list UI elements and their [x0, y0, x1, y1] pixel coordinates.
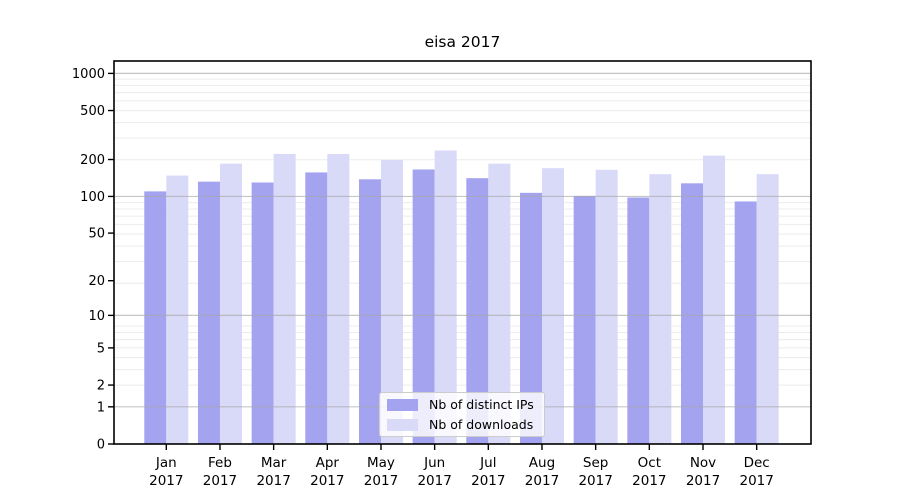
legend-swatch-distinct-ips	[387, 398, 418, 411]
bar-downloads-sep	[595, 169, 618, 444]
y-tick-label: 200	[80, 153, 105, 168]
bar-downloads-jun	[434, 150, 457, 444]
legend-item-downloads: Nb of downloads	[387, 416, 544, 433]
x-tick-label-month: Jun	[423, 455, 445, 471]
bar-distinct-ips-apr	[305, 172, 328, 444]
x-tick-label-year: 2017	[149, 473, 183, 489]
y-tick-label: 10	[88, 309, 105, 324]
x-tick-label-month: Apr	[316, 455, 340, 471]
y-tick-label: 1	[97, 400, 105, 415]
bar-downloads-feb	[219, 163, 242, 444]
bar-distinct-ips-jul	[466, 178, 489, 444]
x-tick-label-year: 2017	[632, 473, 666, 489]
legend-label-distinct-ips: Nb of distinct IPs	[429, 397, 534, 412]
x-tick-label-year: 2017	[310, 473, 344, 489]
bar-downloads-aug	[541, 168, 564, 444]
x-tick-label-year: 2017	[578, 473, 612, 489]
x-tick-label-year: 2017	[525, 473, 559, 489]
x-tick-label-month: May	[367, 455, 395, 471]
x-tick-label-month: Oct	[638, 455, 661, 471]
x-tick-label-month: Jul	[479, 455, 496, 471]
x-tick-label-month: Aug	[529, 455, 555, 471]
x-tick-label-month: Dec	[744, 455, 770, 471]
bar-downloads-oct	[649, 174, 672, 444]
y-tick-label: 2	[97, 379, 105, 394]
x-tick-label-month: Nov	[690, 455, 716, 471]
x-tick-label-month: Feb	[208, 455, 232, 471]
x-tick-label-year: 2017	[471, 473, 505, 489]
y-tick-label: 0	[97, 438, 105, 453]
x-tick-label-year: 2017	[417, 473, 451, 489]
x-tick-label-year: 2017	[739, 473, 773, 489]
legend-label-downloads: Nb of downloads	[429, 417, 534, 432]
bar-downloads-may	[380, 160, 403, 445]
y-tick-label: 500	[80, 104, 105, 119]
y-tick-label: 5	[97, 341, 105, 356]
x-tick-label-month: Mar	[261, 455, 287, 471]
y-tick-label: 100	[80, 190, 105, 205]
legend-item-distinct-ips: Nb of distinct IPs	[387, 396, 544, 413]
bar-downloads-apr	[327, 153, 350, 444]
x-tick-label-year: 2017	[686, 473, 720, 489]
x-tick-label-month: Jan	[155, 455, 177, 471]
bar-distinct-ips-sep	[573, 195, 596, 444]
bar-distinct-ips-may	[358, 179, 381, 444]
x-tick-label-year: 2017	[364, 473, 398, 489]
bar-distinct-ips-aug	[519, 192, 542, 444]
x-tick-label-year: 2017	[256, 473, 290, 489]
bar-downloads-jan	[166, 175, 189, 445]
bar-distinct-ips-oct	[627, 197, 650, 444]
x-tick-label-month: Sep	[583, 455, 608, 471]
y-tick-label: 20	[88, 274, 105, 289]
bar-distinct-ips-dec	[734, 201, 757, 444]
bar-downloads-nov	[703, 155, 725, 444]
bar-downloads-mar	[273, 153, 296, 444]
bar-distinct-ips-jun	[412, 169, 435, 444]
bar-distinct-ips-jan	[144, 191, 167, 444]
bar-downloads-jul	[488, 163, 511, 444]
bar-distinct-ips-feb	[197, 181, 220, 444]
bar-distinct-ips-mar	[251, 182, 274, 444]
legend: Nb of distinct IPs Nb of downloads	[379, 392, 545, 437]
plot-frame	[113, 60, 812, 445]
y-tick-label: 50	[88, 227, 105, 242]
y-tick-label: 1000	[72, 67, 105, 82]
chart-title: eisa 2017	[424, 33, 501, 51]
legend-swatch-downloads	[387, 418, 418, 431]
x-tick-label-year: 2017	[203, 473, 237, 489]
bar-distinct-ips-nov	[681, 183, 703, 444]
bar-downloads-dec	[756, 174, 779, 444]
